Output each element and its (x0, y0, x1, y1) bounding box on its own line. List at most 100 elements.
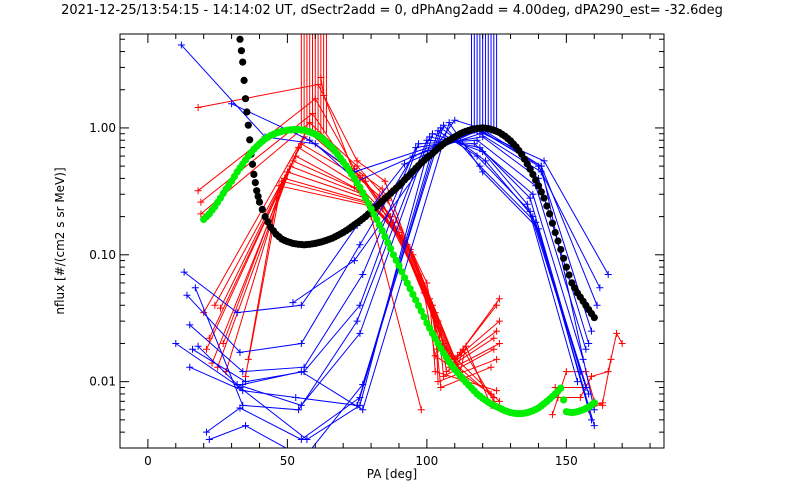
fit-curve-point (361, 194, 370, 202)
flux-data-point (537, 162, 545, 170)
flux-data-point (191, 284, 199, 292)
flux-data-point (275, 182, 283, 190)
flux-data-point (495, 317, 503, 325)
flux-data-point (297, 368, 305, 376)
flux-data-point (409, 251, 417, 259)
fit-curve-point (565, 271, 573, 279)
fit-curve-point (392, 256, 400, 264)
fit-curve-point (241, 95, 250, 103)
flux-data-point (490, 334, 498, 342)
fit-curve-point (387, 245, 395, 253)
flux-data-point (189, 345, 197, 353)
fit-curve-point (590, 314, 598, 322)
flux-data-point (239, 387, 247, 395)
flux-data-point (244, 355, 252, 363)
fit-curve-point (398, 268, 406, 276)
flux-data-point (493, 355, 501, 363)
y-tick-label: 1.00 (89, 121, 116, 135)
flux-data-point (359, 380, 367, 388)
flux-data-point (529, 190, 537, 198)
flux-data-point (590, 422, 598, 430)
flux-data-point (440, 121, 448, 129)
fit-curve-point (250, 170, 258, 178)
flux-data-point (540, 157, 548, 165)
fit-curve-point (529, 170, 537, 178)
flux-data-point (233, 309, 241, 317)
y-tick-label: 0.01 (89, 375, 116, 389)
x-tick-label: 150 (555, 454, 578, 468)
flux-data-point (216, 304, 224, 312)
x-tick-label: 0 (144, 454, 152, 468)
flux-data-point (481, 157, 489, 165)
flux-data-point (356, 241, 364, 249)
flux-data-point (314, 80, 322, 88)
flux-data-point (359, 270, 367, 278)
fit-curve-point (243, 108, 251, 116)
flux-data-point (311, 95, 319, 103)
fit-curve-point (261, 213, 269, 221)
flux-data-point (205, 334, 213, 342)
flux-data-point (356, 394, 364, 402)
flux-data-point (523, 200, 531, 208)
fit-curve-point (554, 237, 562, 245)
fit-curve-point (409, 290, 417, 298)
flux-data-point (295, 406, 303, 414)
chart-title: 2021-12-25/13:54:15 - 14:14:02 UT, dSect… (61, 3, 723, 18)
flux-data-point (417, 406, 425, 414)
fit-curve-point (557, 384, 565, 392)
flux-data-point (353, 317, 361, 325)
flux-data-point (479, 168, 487, 176)
flux-data-point (359, 406, 367, 414)
flux-data-point (451, 116, 459, 124)
flux-data-point (239, 380, 247, 388)
flux-data-point (292, 152, 300, 160)
fit-curve-point (236, 35, 244, 43)
flux-data-point (205, 436, 213, 444)
x-tick-label: 100 (415, 454, 438, 468)
flux-data-point (202, 345, 210, 353)
flux-data-point (593, 301, 601, 309)
flux-data-point (378, 185, 386, 193)
fit-curve (236, 35, 598, 322)
plot-frame (119, 33, 665, 449)
flux-data-point (613, 329, 621, 337)
flux-series-line (175, 133, 578, 441)
fit-curve-point (254, 192, 262, 200)
flux-data-point (289, 157, 297, 165)
flux-data-point (604, 270, 612, 278)
flux-data-point (183, 291, 191, 299)
flux-data-point (585, 339, 593, 347)
flux-data-point (604, 368, 612, 376)
fit-curve-point (373, 215, 381, 223)
flux-data-point (587, 327, 595, 335)
fit-curve-point (356, 183, 364, 191)
fit-curve-point (417, 307, 425, 315)
flux-data-point (361, 177, 369, 185)
fit-curve-point (560, 254, 568, 262)
flux-data-point (283, 168, 291, 176)
y-tick-label: 0.10 (89, 248, 116, 262)
y-axis-label: nflux [#/(cm2 s sr MeV)] (53, 167, 67, 314)
fit-curve-point (378, 227, 386, 235)
fit-curve-point (239, 58, 247, 66)
fit-curve-point (540, 194, 548, 202)
fit-curves-layer (200, 35, 598, 418)
fit-curve-point (532, 176, 540, 184)
flux-data-point (306, 136, 314, 144)
flux-data-point (297, 339, 305, 347)
flux-data-point (289, 299, 297, 307)
flux-data-point (532, 218, 540, 226)
flux-data-point (487, 363, 495, 371)
fit-curve-point (389, 251, 397, 259)
flux-data-point (180, 268, 188, 276)
fit-curve-point (560, 396, 568, 404)
fit-curve-point (557, 245, 565, 254)
flux-data-point (534, 225, 542, 233)
flux-data-point (239, 368, 247, 376)
flux-data-point (236, 404, 244, 412)
flux-series-line (558, 332, 623, 398)
flux-data-point (440, 372, 448, 380)
flux-data-point (574, 378, 582, 386)
flux-data-point (445, 119, 453, 127)
flux-data-point (194, 103, 202, 111)
